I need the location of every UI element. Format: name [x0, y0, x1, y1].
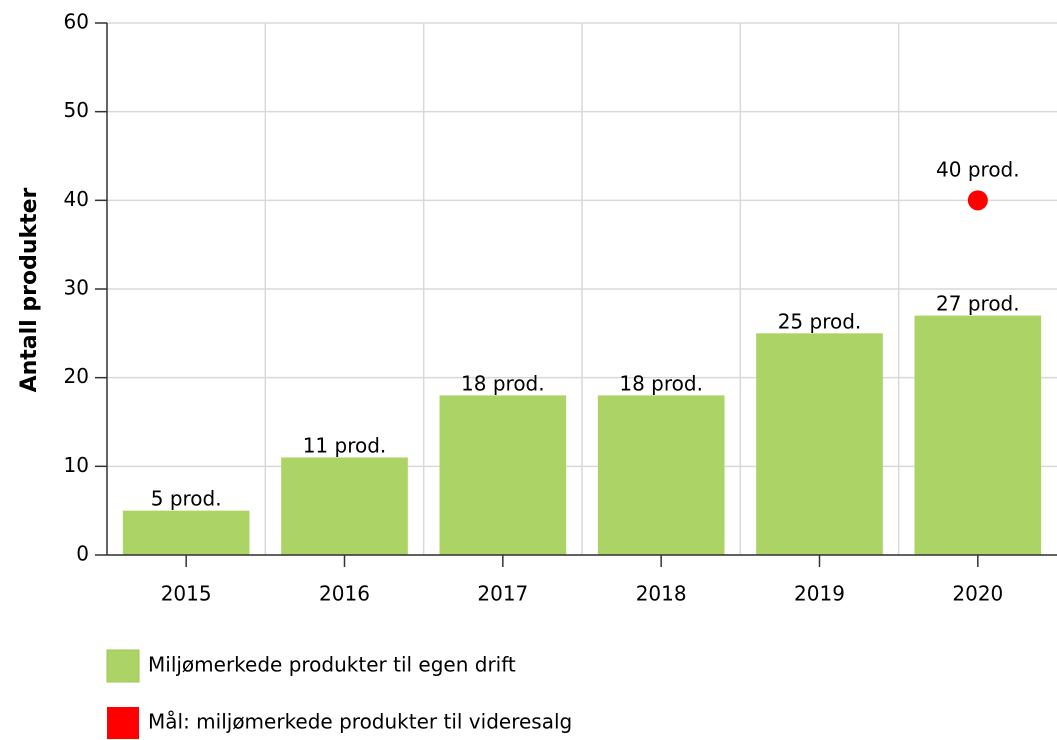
data-label: 5 prod. — [151, 487, 222, 511]
bar — [756, 333, 883, 555]
x-tick-label: 2016 — [319, 582, 370, 606]
y-tick-label: 0 — [76, 542, 89, 566]
data-label: 25 prod. — [778, 309, 862, 333]
y-tick-label: 30 — [64, 276, 89, 300]
target-point — [967, 190, 988, 211]
x-tick-label: 2017 — [477, 582, 528, 606]
x-tick-label: 2019 — [794, 582, 845, 606]
bar — [597, 395, 725, 555]
data-label: 18 prod. — [619, 371, 703, 395]
y-tick-label: 60 — [64, 10, 89, 34]
data-label: 40 prod. — [936, 157, 1020, 181]
y-tick-label: 10 — [64, 453, 89, 477]
bar — [439, 395, 567, 555]
x-tick-label: 2018 — [636, 582, 687, 606]
legend-label: Miljømerkede produkter til egen drift — [148, 653, 516, 677]
legend-swatch — [107, 707, 139, 739]
y-tick-label: 20 — [64, 364, 89, 388]
x-tick-label: 2015 — [161, 582, 212, 606]
bar — [122, 510, 250, 555]
y-tick-label: 40 — [64, 187, 89, 211]
data-label: 27 prod. — [936, 292, 1020, 316]
bar — [914, 315, 1042, 555]
data-label: 11 prod. — [303, 433, 387, 457]
y-axis-title: Antall produkter — [17, 187, 42, 392]
x-tick-label: 2020 — [952, 582, 1003, 606]
bar — [281, 457, 408, 555]
legend-label: Mål: miljømerkede produkter til videresa… — [148, 710, 572, 734]
legend-swatch — [106, 649, 140, 683]
y-tick-label: 50 — [64, 98, 89, 122]
data-label: 18 prod. — [461, 371, 545, 395]
